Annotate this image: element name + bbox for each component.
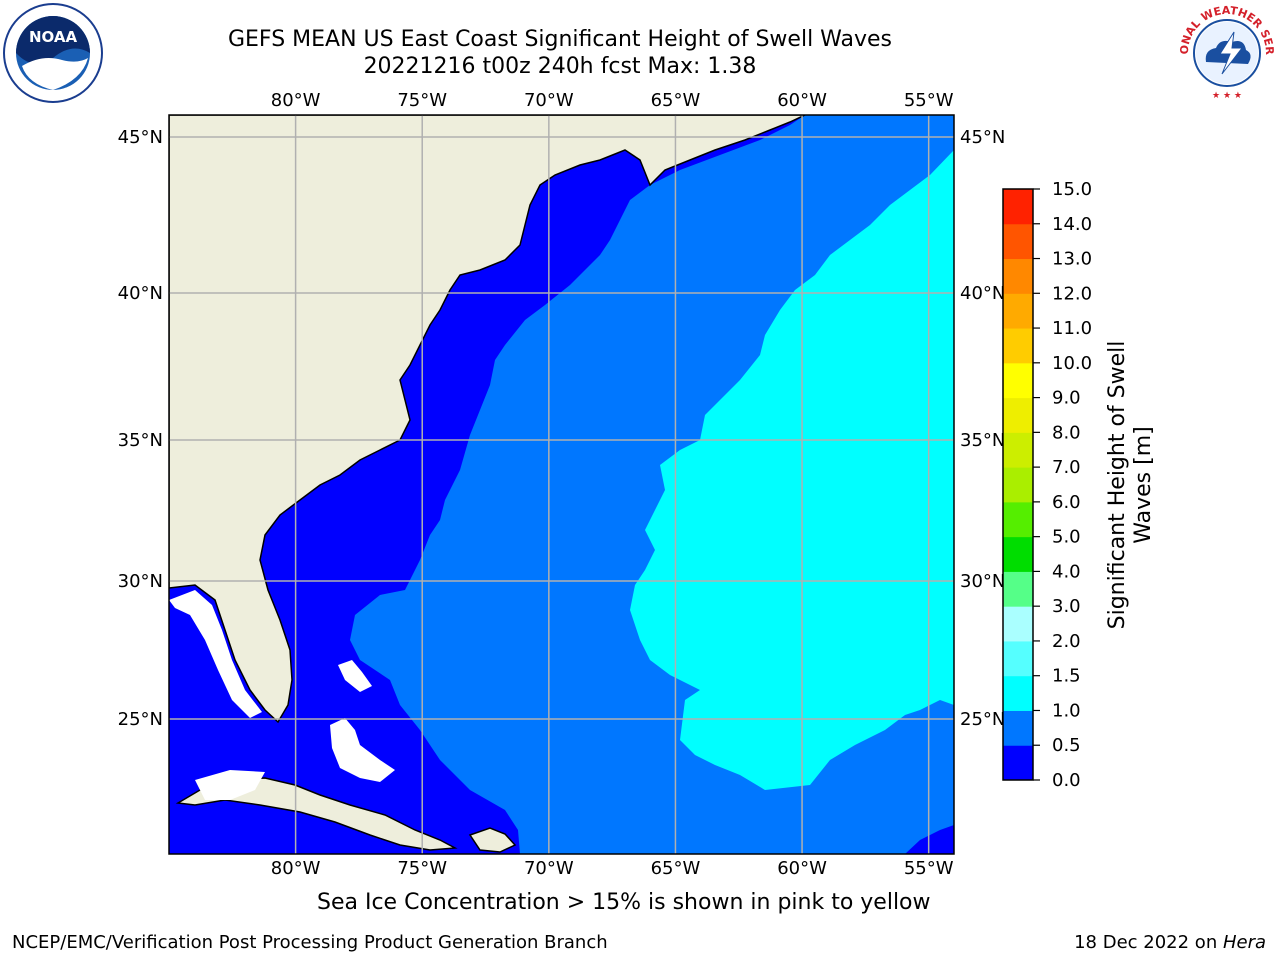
- colorbar-segment: [1003, 501, 1033, 538]
- lat-label-right: 35°N: [960, 430, 1005, 451]
- sea-ice-caption: Sea Ice Concentration > 15% is shown in …: [317, 890, 931, 915]
- colorbar-segment: [1003, 571, 1033, 607]
- lat-label-left: 35°N: [118, 430, 163, 451]
- lat-labels-left: 45°N 40°N 35°N 30°N 25°N: [118, 127, 163, 730]
- colorbar-tick-label: 0.5: [1052, 735, 1081, 756]
- colorbar-frame: [1002, 188, 1034, 781]
- lon-label: 60°W: [777, 858, 827, 879]
- colorbar-tick-label: 12.0: [1052, 283, 1092, 304]
- colorbar-segment: [1003, 710, 1033, 746]
- colorbar-segment: [1003, 362, 1033, 399]
- colorbar-tick-label: 6.0: [1052, 492, 1081, 513]
- colorbar-tick-label: 7.0: [1052, 457, 1081, 478]
- colorbar-tick-label: 14.0: [1052, 214, 1092, 235]
- lon-label: 75°W: [397, 858, 447, 879]
- colorbar-tick-label: 4.0: [1052, 561, 1081, 582]
- map-area: [169, 115, 954, 854]
- colorbar-segment: [1003, 432, 1033, 468]
- colorbar-segment: [1003, 328, 1033, 364]
- shoal-florida: [169, 590, 262, 718]
- lat-labels-right: 45°N 40°N 35°N 30°N 25°N: [960, 127, 1005, 730]
- colorbar-segment: [1003, 675, 1033, 711]
- lat-label-right: 25°N: [960, 709, 1005, 730]
- map-subtitle: 20221216 t00z 240h fcst Max: 1.38: [363, 54, 757, 79]
- colorbar-label-line1: Significant Height of Swell: [1105, 341, 1130, 630]
- lat-label-right: 45°N: [960, 127, 1005, 148]
- nws-logo: NATIONAL WEATHER SERVICE ★ ★ ★: [1176, 2, 1276, 102]
- svg-text:★ ★ ★: ★ ★ ★: [1212, 91, 1242, 101]
- lon-label: 65°W: [651, 90, 701, 111]
- colorbar-tick-label: 1.0: [1052, 700, 1081, 721]
- colorbar-segment: [1003, 397, 1033, 433]
- lat-label-left: 45°N: [118, 127, 163, 148]
- colorbar-segment: [1003, 467, 1033, 503]
- colorbar-tick-label: 13.0: [1052, 249, 1092, 270]
- colorbar-segment: [1003, 258, 1033, 294]
- lat-label-left: 30°N: [118, 571, 163, 592]
- colorbar-segment: [1003, 223, 1033, 260]
- colorbar-tick-label: 8.0: [1052, 422, 1081, 443]
- colorbar-segment: [1003, 606, 1033, 642]
- colorbar-tick-label: 15.0: [1052, 179, 1092, 200]
- colorbar-tick-label: 2.0: [1052, 631, 1081, 652]
- shoal-little-bahama: [338, 660, 372, 692]
- colorbar-tick-label: 9.0: [1052, 388, 1081, 409]
- colorbar-tick-label: 11.0: [1052, 318, 1092, 339]
- land-hispaniola: [468, 827, 517, 853]
- colorbar-tick-label: 5.0: [1052, 527, 1081, 548]
- shoal-cuba-north: [195, 770, 265, 800]
- lon-label: 70°W: [524, 90, 574, 111]
- colorbar-ticks: 15.0 14.0 13.0 12.0 11.0 10.0 9.0 8.0 7.0 6.0 5.0 4…: [1033, 179, 1092, 791]
- footer-date-text: 18 Dec 2022 on: [1074, 932, 1223, 953]
- map-frame: [168, 114, 955, 855]
- colorbar-segment: [1003, 293, 1033, 329]
- footer-date: 18 Dec 2022 on Hera: [1074, 932, 1266, 953]
- colorbar-segment: [1003, 640, 1033, 677]
- colorbar-segment: [1003, 189, 1033, 225]
- noaa-logo: NOAA: [3, 3, 103, 103]
- lon-label: 75°W: [397, 90, 447, 111]
- noaa-logo-text: NOAA: [29, 28, 78, 46]
- colorbar-tick-label: 3.0: [1052, 596, 1081, 617]
- lon-label: 65°W: [651, 858, 701, 879]
- footer-host: Hera: [1222, 932, 1266, 953]
- map-gridlines: [169, 115, 954, 854]
- lat-label-right: 30°N: [960, 571, 1005, 592]
- land-cuba: [175, 777, 458, 851]
- lon-labels-bottom: 80°W 75°W 70°W 65°W 60°W 55°W: [271, 858, 954, 879]
- lat-label-left: 25°N: [118, 709, 163, 730]
- lon-label: 60°W: [777, 90, 827, 111]
- colorbar-tick-label: 1.5: [1052, 666, 1081, 687]
- lon-label: 80°W: [271, 90, 321, 111]
- map-title: GEFS MEAN US East Coast Significant Heig…: [227, 27, 893, 52]
- colorbar-segment: [1003, 536, 1033, 572]
- swell-zone-1.0-1.5: [630, 150, 954, 790]
- colorbar-segment: [1003, 745, 1033, 781]
- lon-labels-top: 80°W 75°W 70°W 65°W 60°W 55°W: [271, 90, 954, 111]
- land-us-east-coast: [169, 115, 806, 724]
- colorbar: [1003, 189, 1033, 781]
- lat-label-right: 40°N: [960, 283, 1005, 304]
- lon-label: 55°W: [904, 90, 954, 111]
- shoal-bahamas: [330, 718, 395, 782]
- colorbar-tick-label: 10.0: [1052, 353, 1092, 374]
- colorbar-label-line2: Waves [m]: [1131, 426, 1156, 543]
- lat-label-left: 40°N: [118, 283, 163, 304]
- colorbar-tick-label: 0.0: [1052, 770, 1081, 791]
- lon-label: 55°W: [904, 858, 954, 879]
- lon-label: 80°W: [271, 858, 321, 879]
- footer-branch: NCEP/EMC/Verification Post Processing Pr…: [12, 932, 608, 953]
- lon-label: 70°W: [524, 858, 574, 879]
